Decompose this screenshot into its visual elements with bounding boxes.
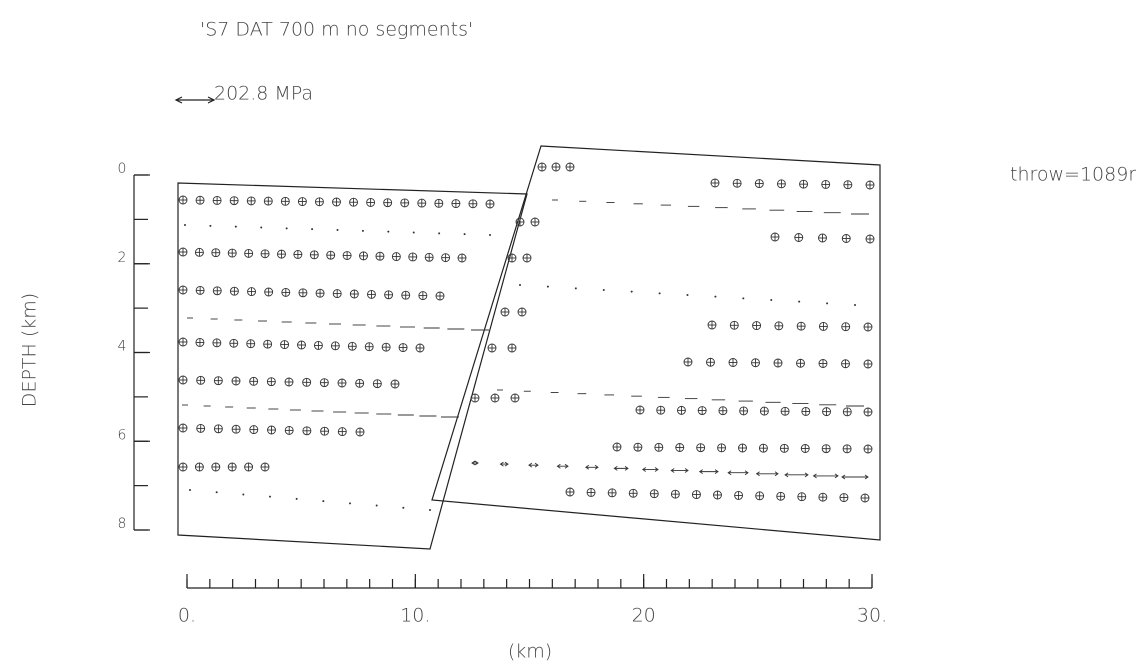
stress-symbol [519, 284, 521, 286]
title: 'S7 DAT 700 m no segments' [200, 19, 473, 41]
scale-label: 202.8 MPa [214, 83, 313, 105]
stress-symbol [489, 234, 491, 236]
stress-symbol [742, 297, 745, 300]
stress-symbol [641, 467, 659, 472]
x-tick-label: 20 [632, 605, 656, 627]
y-tick-label: 4 [118, 339, 127, 355]
stress-symbol [438, 232, 441, 235]
y-tick-label: 8 [118, 516, 127, 532]
stress-symbol [812, 473, 839, 479]
x-tick-label: 10. [400, 605, 430, 627]
stress-symbol [727, 470, 749, 476]
stress-symbol [361, 229, 364, 232]
stress-symbol [189, 489, 191, 491]
stress-symbol [463, 233, 466, 236]
stress-symbol [402, 506, 405, 509]
stress-symbol [658, 292, 661, 295]
stress-symbol [826, 302, 829, 305]
stress-symbol [784, 472, 809, 478]
scale-arrow [174, 96, 216, 104]
stress-symbol [311, 228, 314, 231]
stress-symbol [209, 224, 212, 227]
y-axis-label: DEPTH (km) [19, 293, 41, 407]
stress-symbol [499, 461, 509, 467]
stress-symbol [755, 471, 779, 477]
right-block [431, 145, 881, 541]
x-tick-label: 30. [857, 605, 887, 627]
stress-symbol [770, 299, 773, 301]
stress-symbol [546, 285, 549, 288]
stress-symbol [215, 491, 218, 494]
stress-symbol [387, 230, 390, 233]
x-axis-label: (km) [508, 641, 552, 663]
stress-symbol [686, 294, 689, 296]
annotation: throw=1089m [1010, 164, 1136, 186]
stress-symbol [630, 290, 633, 293]
stress-symbol [295, 497, 298, 500]
stress-symbol [602, 289, 605, 291]
stress-symbol [336, 229, 339, 231]
stress-symbols [178, 162, 875, 511]
stress-symbol [528, 462, 539, 468]
left-block [177, 182, 528, 550]
stress-symbol [242, 493, 245, 496]
stress-symbol [429, 509, 431, 511]
stress-symbol [585, 464, 599, 470]
y-tick-label: 0 [118, 161, 127, 177]
stress-symbol [349, 502, 351, 505]
stress-symbol [841, 474, 869, 480]
stress-symbol [412, 231, 415, 234]
y-tick-label: 6 [118, 427, 127, 443]
stress-symbol [184, 224, 186, 226]
y-tick-label: 2 [118, 250, 127, 266]
stress-symbol [714, 295, 717, 298]
x-tick-label: 0. [178, 605, 196, 627]
stress-symbol [285, 227, 288, 230]
stress-symbol [670, 468, 689, 473]
stress-symbol [798, 300, 801, 303]
stress-symbol [375, 504, 378, 507]
stress-symbol [556, 463, 569, 469]
stress-symbol [854, 304, 856, 306]
stress-symbol [698, 469, 719, 474]
stress-symbol [234, 225, 237, 228]
stress-symbol [260, 226, 263, 229]
stress-symbol [613, 466, 629, 471]
stress-symbol [322, 500, 325, 503]
stress-symbol [574, 287, 577, 290]
stress-symbol [269, 495, 271, 498]
stress-symbol [471, 460, 479, 466]
